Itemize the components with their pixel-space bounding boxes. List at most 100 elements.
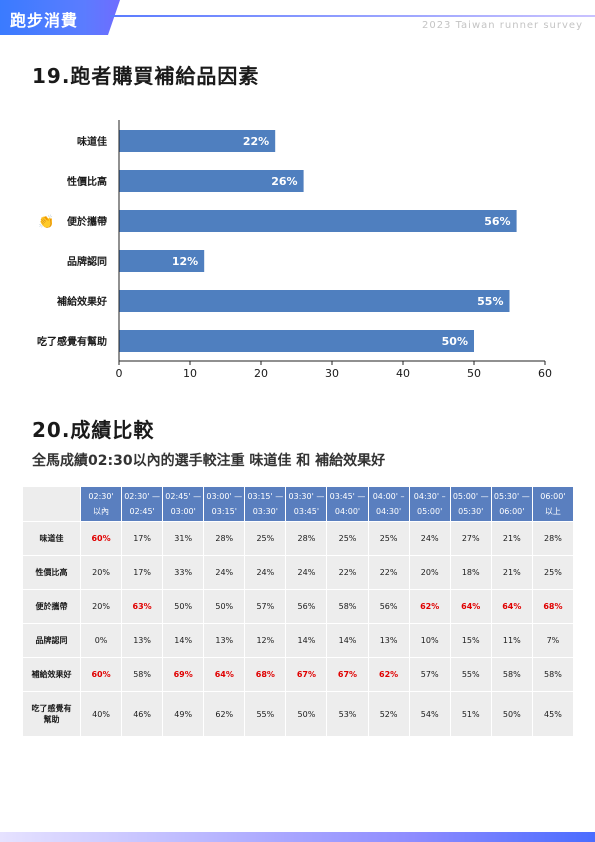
section-banner: 跑步消費 [0, 0, 120, 35]
row-label: 品牌認同 [22, 623, 81, 658]
column-header: 03:45' —04:00' [326, 486, 369, 522]
bar-value-label: 50% [442, 335, 468, 348]
table-cell: 21% [490, 555, 533, 590]
table-cell: 68% [531, 589, 575, 624]
table-cell: 24% [244, 555, 287, 590]
table-cell: 13% [203, 623, 246, 658]
table-cell: 22% [367, 555, 410, 590]
table-row: 吃了感覺有 幫助 40% 46% 49% 62% 55% 50% 53% 52% 54% 51% 50%… [22, 691, 575, 737]
factor-bar-chart: 22% 味道佳 26% 性價比高 56% 便於攜帶 👏 12% 品牌認同 55% 補給效果好 50% 吃… [37, 120, 552, 380]
row-label: 味道佳 [22, 521, 81, 556]
table-cell: 63% [121, 589, 164, 624]
table-cell: 24% [203, 555, 246, 590]
table-cell: 60% [79, 657, 123, 692]
table-cell: 14% [326, 623, 369, 658]
table-corner [22, 486, 81, 522]
table-cell: 55% [449, 657, 492, 692]
x-tick-label: 30 [325, 367, 339, 380]
table-cell: 53% [326, 691, 369, 737]
table-cell: 28% [531, 521, 575, 556]
table-cell: 13% [121, 623, 164, 658]
table-cell: 50% [285, 691, 328, 737]
table-cell: 57% [408, 657, 451, 692]
column-header: 06:00' 以上 [531, 486, 575, 522]
table-cell: 7% [531, 623, 575, 658]
table-cell: 58% [121, 657, 164, 692]
category-label: 味道佳 [77, 135, 107, 148]
column-header: 02:30' —02:45' [121, 486, 164, 522]
table-cell: 31% [162, 521, 205, 556]
table-cell: 15% [449, 623, 492, 658]
category-label: 便於攜帶 [67, 215, 107, 228]
table-cell: 25% [326, 521, 369, 556]
table-cell: 25% [367, 521, 410, 556]
table-cell: 21% [490, 521, 533, 556]
q19-title: 19.跑者購買補給品因素 [32, 64, 260, 88]
column-header: 03:15' —03:30' [244, 486, 287, 522]
table-cell: 67% [285, 657, 328, 692]
table-cell: 24% [285, 555, 328, 590]
table-cell: 20% [408, 555, 451, 590]
table-cell: 20% [79, 555, 123, 590]
column-header: 05:30' —06:00' [490, 486, 533, 522]
column-header: 03:00' —03:15' [203, 486, 246, 522]
table-cell: 49% [162, 691, 205, 737]
column-header: 02:30' 以內 [79, 486, 123, 522]
bar [119, 330, 474, 352]
table-cell: 27% [449, 521, 492, 556]
table-row: 性價比高 20% 17% 33% 24% 24% 24% 22% 22% 20% 18% 21% 25% [22, 555, 575, 590]
table-cell: 25% [244, 521, 287, 556]
table-cell: 40% [79, 691, 123, 737]
section-title: 跑步消費 [10, 11, 79, 30]
table-cell: 55% [244, 691, 287, 737]
table-cell: 69% [162, 657, 205, 692]
table-cell: 17% [121, 521, 164, 556]
x-tick-label: 40 [396, 367, 410, 380]
x-tick-label: 20 [254, 367, 268, 380]
category-label: 補給效果好 [56, 295, 107, 308]
header-rule [110, 15, 595, 17]
column-header: 04:00' –04:30' [367, 486, 410, 522]
table-cell: 52% [367, 691, 410, 737]
table-cell: 56% [367, 589, 410, 624]
column-header: 03:30' —03:45' [285, 486, 328, 522]
table-cell: 18% [449, 555, 492, 590]
table-cell: 17% [121, 555, 164, 590]
q20-subtitle: 全馬成績02:30以內的選手較注重 味道佳 和 補給效果好 [32, 453, 386, 469]
table-cell: 64% [490, 589, 533, 624]
row-label: 性價比高 [22, 555, 81, 590]
table-row: 便於攜帶 20% 63% 50% 50% 57% 56% 58% 56% 62% 64% 64% 68% [22, 589, 575, 624]
category-label: 性價比高 [66, 175, 107, 188]
bar-value-label: 26% [271, 175, 297, 188]
bar-value-label: 22% [243, 135, 269, 148]
category-label: 品牌認同 [67, 255, 107, 268]
x-tick-label: 0 [116, 367, 123, 380]
table-cell: 45% [531, 691, 575, 737]
bar-value-label: 55% [477, 295, 503, 308]
table-cell: 20% [79, 589, 123, 624]
table-cell: 62% [408, 589, 451, 624]
table-cell: 10% [408, 623, 451, 658]
table-cell: 11% [490, 623, 533, 658]
bar [119, 250, 205, 272]
comparison-table: 02:30' 以內 02:30' —02:45' 02:45' —03:00' 03:0… [22, 486, 575, 737]
bar [119, 210, 517, 232]
bar-value-label: 56% [484, 215, 510, 228]
category-label: 吃了感覺有幫助 [37, 335, 107, 348]
table-cell: 28% [203, 521, 246, 556]
footer-bar [0, 832, 595, 842]
table-cell: 62% [367, 657, 410, 692]
table-cell: 64% [203, 657, 246, 692]
table-row: 品牌認同 0% 13% 14% 13% 12% 14% 14% 13% 10% 15% 11% 7% [22, 623, 575, 658]
bar-value-label: 12% [172, 255, 198, 268]
survey-label: 2023 Taiwan runner survey [421, 20, 583, 31]
x-tick-label: 10 [183, 367, 197, 380]
x-tick-label: 50 [467, 367, 481, 380]
table-cell: 58% [531, 657, 575, 692]
table-cell: 67% [326, 657, 369, 692]
table-cell: 33% [162, 555, 205, 590]
row-label: 補給效果好 [22, 657, 81, 692]
table-cell: 0% [79, 623, 123, 658]
table-row: 味道佳 60% 17% 31% 28% 25% 28% 25% 25% 24% 27% 21% 28% [22, 521, 575, 556]
table-cell: 14% [162, 623, 205, 658]
